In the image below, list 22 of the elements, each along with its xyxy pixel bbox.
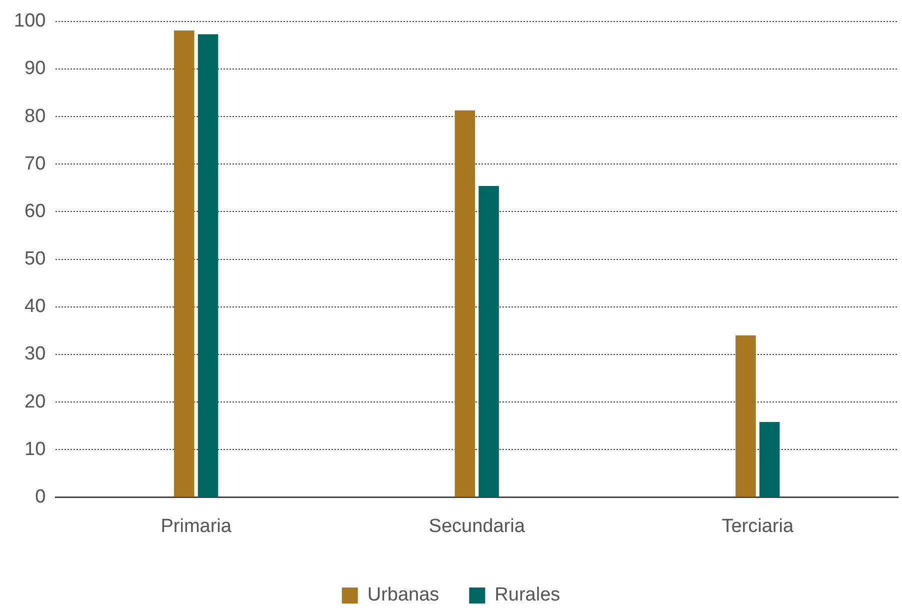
- legend-label: Rurales: [494, 584, 560, 606]
- y-tick-label: 90: [24, 58, 46, 80]
- y-tick-label: 100: [14, 10, 46, 32]
- y-tick-label: 60: [24, 200, 46, 222]
- bar: [736, 335, 756, 497]
- bar: [174, 30, 194, 497]
- bar: [759, 422, 780, 497]
- y-tick-label: 10: [24, 438, 46, 460]
- x-tick-label: Secundaria: [428, 516, 526, 537]
- y-tick-label: 80: [24, 106, 46, 127]
- y-tick-label: 40: [24, 296, 46, 318]
- bar: [198, 34, 218, 497]
- y-tick-label: 0: [35, 486, 46, 508]
- x-tick-label: Terciaria: [722, 516, 794, 537]
- y-tick-label: 70: [24, 153, 46, 174]
- y-tick-label: 30: [24, 344, 46, 365]
- bar: [478, 186, 499, 497]
- y-tick-label: 50: [24, 248, 46, 270]
- legend-label: Urbanas: [367, 584, 440, 606]
- y-tick-label: 20: [24, 391, 46, 412]
- x-tick-label: Primaria: [160, 516, 232, 537]
- bar: [454, 110, 476, 497]
